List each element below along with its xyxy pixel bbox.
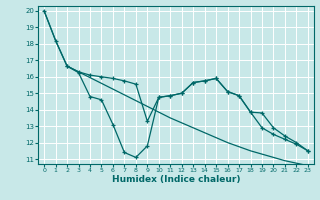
- X-axis label: Humidex (Indice chaleur): Humidex (Indice chaleur): [112, 175, 240, 184]
